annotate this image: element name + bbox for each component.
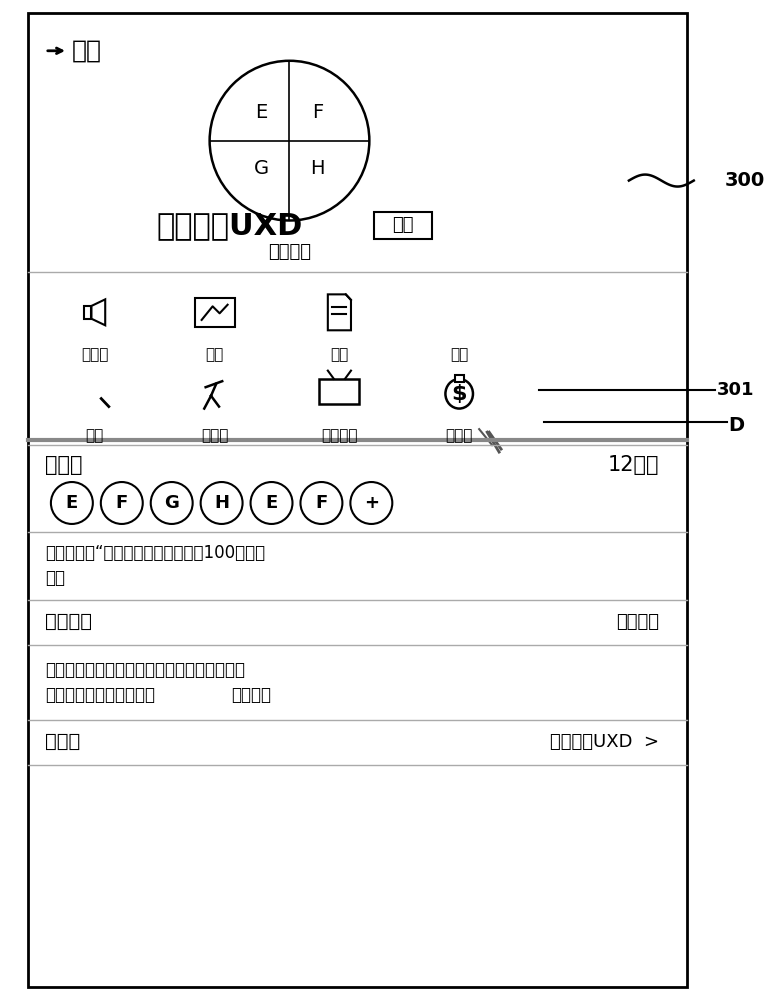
Text: 群运动: 群运动: [201, 429, 228, 444]
Text: G: G: [164, 494, 179, 512]
Text: F: F: [315, 494, 327, 512]
Text: 聊，让信息同步更高效。: 聊，让信息同步更高效。: [45, 686, 155, 704]
Text: 12人＞: 12人＞: [608, 455, 659, 475]
Text: E: E: [66, 494, 78, 512]
Ellipse shape: [300, 482, 342, 524]
Ellipse shape: [445, 379, 473, 409]
Text: E: E: [255, 103, 268, 122]
Ellipse shape: [251, 482, 293, 524]
Text: 300: 300: [724, 171, 765, 190]
Text: 链接: 链接: [450, 347, 468, 362]
Circle shape: [210, 61, 369, 220]
Text: 了解更多: 了解更多: [231, 686, 272, 704]
Text: 和西和西UXD  >: 和西和西UXD >: [550, 733, 659, 751]
FancyBboxPatch shape: [375, 212, 432, 239]
Ellipse shape: [351, 482, 392, 524]
Text: 未添加＞: 未添加＞: [616, 613, 659, 631]
Text: 文件: 文件: [330, 347, 348, 362]
Text: 直播回放: 直播回放: [321, 429, 358, 444]
Text: +: +: [364, 494, 378, 512]
Text: 搜索: 搜索: [86, 429, 104, 444]
Text: H: H: [214, 494, 229, 512]
Ellipse shape: [151, 482, 193, 524]
Text: 群主已开启“新成员入群可查看最近100条聊天: 群主已开启“新成员入群可查看最近100条聊天: [45, 544, 265, 562]
Text: 内部: 内部: [392, 216, 414, 234]
Text: $: $: [451, 384, 467, 404]
Text: F: F: [312, 103, 323, 122]
Text: G: G: [254, 159, 269, 178]
Ellipse shape: [101, 482, 142, 524]
Text: 图片: 图片: [206, 347, 224, 362]
Text: D: D: [729, 416, 745, 435]
FancyBboxPatch shape: [28, 13, 687, 987]
Text: 群成员: 群成员: [45, 455, 82, 475]
Text: F: F: [115, 494, 128, 512]
Text: 群金库: 群金库: [446, 429, 473, 444]
FancyBboxPatch shape: [455, 375, 464, 382]
Text: 群公告: 群公告: [81, 347, 108, 362]
Text: H: H: [310, 159, 325, 178]
Ellipse shape: [200, 482, 242, 524]
Text: 阿里巴巴: 阿里巴巴: [268, 243, 311, 261]
Text: 群名称: 群名称: [45, 732, 80, 751]
Text: 群机器人可以聚合第三方服务的信息到钉钉群: 群机器人可以聚合第三方服务的信息到钉钉群: [45, 661, 245, 679]
Polygon shape: [334, 386, 347, 399]
Text: 301: 301: [717, 381, 754, 399]
Text: 和西和西UXD: 和西和西UXD: [156, 211, 303, 240]
Text: 返回: 返回: [72, 39, 102, 63]
Text: 群机器人: 群机器人: [45, 612, 92, 631]
Ellipse shape: [51, 482, 93, 524]
Text: 记录: 记录: [45, 569, 65, 587]
Text: E: E: [265, 494, 278, 512]
